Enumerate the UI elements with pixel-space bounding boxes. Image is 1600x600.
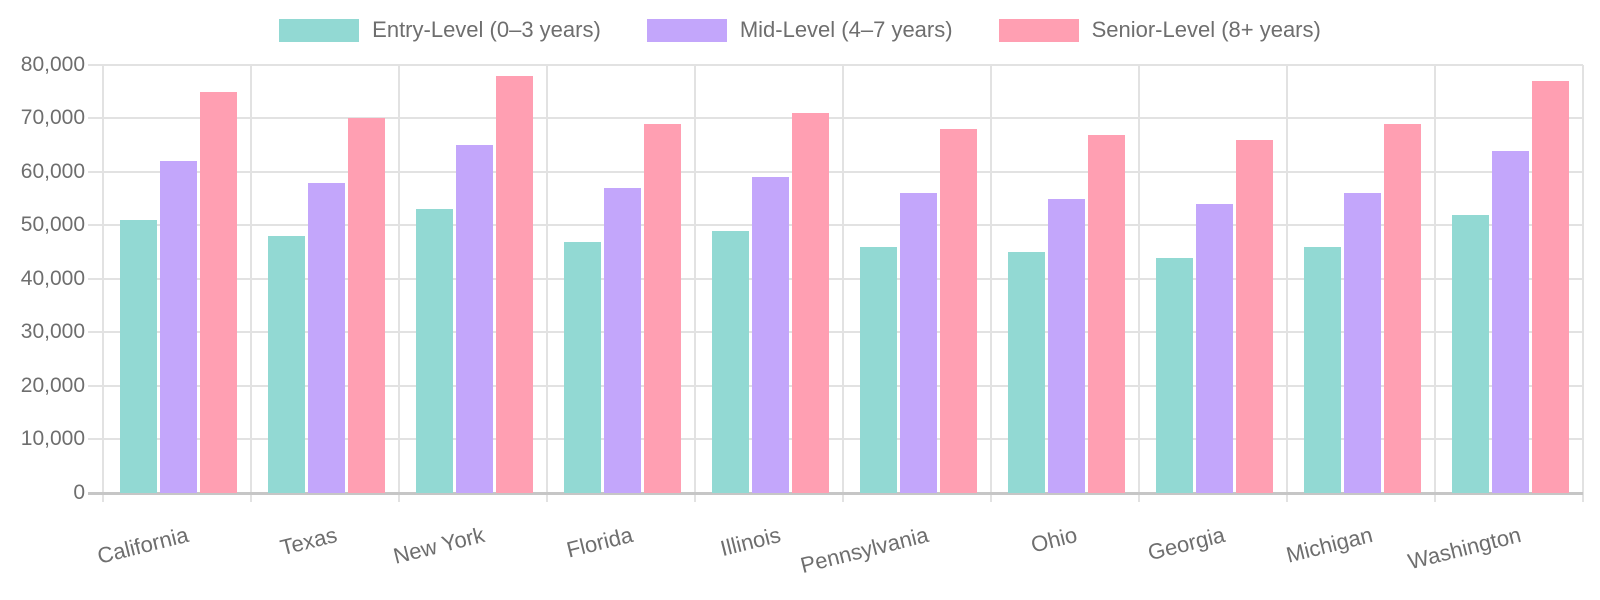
- x-gridline: [102, 65, 104, 502]
- y-tick-label: 80,000: [20, 53, 85, 76]
- legend-swatch-mid: [646, 18, 727, 42]
- y-tick-label: 40,000: [20, 267, 85, 290]
- bar-california-entry[interactable]: [120, 220, 157, 493]
- bar-illinois-mid[interactable]: [752, 177, 789, 493]
- legend-swatch-senior: [998, 18, 1079, 42]
- x-gridline: [546, 65, 548, 502]
- x-tick-label-illinois: Illinois: [717, 522, 784, 562]
- bar-illinois-senior[interactable]: [792, 113, 829, 493]
- bar-florida-mid[interactable]: [604, 188, 641, 493]
- bar-new-york-senior[interactable]: [496, 76, 533, 493]
- bar-california-senior[interactable]: [200, 92, 237, 493]
- x-tick-label-georgia: Georgia: [1145, 522, 1228, 566]
- x-gridline: [842, 65, 844, 502]
- legend-item-entry[interactable]: Entry-Level (0–3 years): [279, 17, 601, 43]
- y-tick-label: 20,000: [20, 374, 85, 397]
- bar-georgia-mid[interactable]: [1196, 204, 1233, 493]
- bar-washington-entry[interactable]: [1452, 215, 1489, 493]
- chart-legend: Entry-Level (0–3 years) Mid-Level (4–7 ye…: [0, 17, 1600, 43]
- y-tick-label: 60,000: [20, 160, 85, 183]
- x-tick-label-pennsylvania: Pennsylvania: [798, 522, 932, 578]
- legend-item-mid[interactable]: Mid-Level (4–7 years): [646, 17, 953, 43]
- y-tick-label: 30,000: [20, 320, 85, 343]
- bar-pennsylvania-entry[interactable]: [860, 247, 897, 493]
- x-tick-label-michigan: Michigan: [1283, 522, 1376, 568]
- bar-michigan-entry[interactable]: [1304, 247, 1341, 493]
- bar-ohio-entry[interactable]: [1008, 252, 1045, 493]
- x-gridline: [694, 65, 696, 502]
- y-tick-label: 0: [73, 481, 85, 504]
- bar-california-mid[interactable]: [160, 161, 197, 493]
- legend-item-senior[interactable]: Senior-Level (8+ years): [998, 17, 1321, 43]
- bar-pennsylvania-senior[interactable]: [940, 129, 977, 493]
- y-gridline: [88, 171, 1583, 173]
- x-tick-label-texas: Texas: [277, 522, 340, 561]
- y-tick-label: 50,000: [20, 213, 85, 236]
- x-tick-label-washington: Washington: [1405, 522, 1524, 575]
- y-gridline: [88, 64, 1583, 66]
- x-gridline: [398, 65, 400, 502]
- legend-label-senior: Senior-Level (8+ years): [1091, 17, 1321, 42]
- bar-pennsylvania-mid[interactable]: [900, 193, 937, 493]
- bar-texas-senior[interactable]: [348, 118, 385, 493]
- y-gridline: [88, 438, 1583, 440]
- bar-ohio-mid[interactable]: [1048, 199, 1085, 493]
- y-gridline: [88, 117, 1583, 119]
- bar-washington-mid[interactable]: [1492, 151, 1529, 493]
- x-tick-label-florida: Florida: [563, 522, 636, 563]
- bar-illinois-entry[interactable]: [712, 231, 749, 493]
- legend-label-mid: Mid-Level (4–7 years): [739, 17, 953, 42]
- x-gridline: [1286, 65, 1288, 502]
- bar-michigan-mid[interactable]: [1344, 193, 1381, 493]
- y-tick-label: 70,000: [20, 106, 85, 129]
- x-gridline: [990, 65, 992, 502]
- x-gridline: [1434, 65, 1436, 502]
- bar-texas-mid[interactable]: [308, 183, 345, 493]
- bar-georgia-entry[interactable]: [1156, 258, 1193, 493]
- y-gridline: [88, 331, 1583, 333]
- y-gridline: [88, 278, 1583, 280]
- legend-label-entry: Entry-Level (0–3 years): [372, 17, 601, 42]
- bar-new-york-entry[interactable]: [416, 209, 453, 493]
- y-gridline: [88, 224, 1583, 226]
- x-tick-label-california: California: [94, 522, 192, 569]
- bar-new-york-mid[interactable]: [456, 145, 493, 493]
- bar-georgia-senior[interactable]: [1236, 140, 1273, 493]
- x-tick-label-new-york: New York: [390, 522, 488, 569]
- x-axis-line: [88, 492, 1583, 495]
- bar-texas-entry[interactable]: [268, 236, 305, 493]
- x-gridline: [1138, 65, 1140, 502]
- bar-michigan-senior[interactable]: [1384, 124, 1421, 493]
- bar-ohio-senior[interactable]: [1088, 135, 1125, 493]
- legend-swatch-entry: [279, 18, 360, 42]
- bar-florida-senior[interactable]: [644, 124, 681, 493]
- bar-florida-entry[interactable]: [564, 242, 601, 493]
- bar-washington-senior[interactable]: [1532, 81, 1569, 493]
- x-gridline: [250, 65, 252, 502]
- y-tick-label: 10,000: [20, 427, 85, 450]
- y-gridline: [88, 385, 1583, 387]
- x-tick-label-ohio: Ohio: [1027, 522, 1080, 558]
- x-gridline: [1582, 65, 1584, 502]
